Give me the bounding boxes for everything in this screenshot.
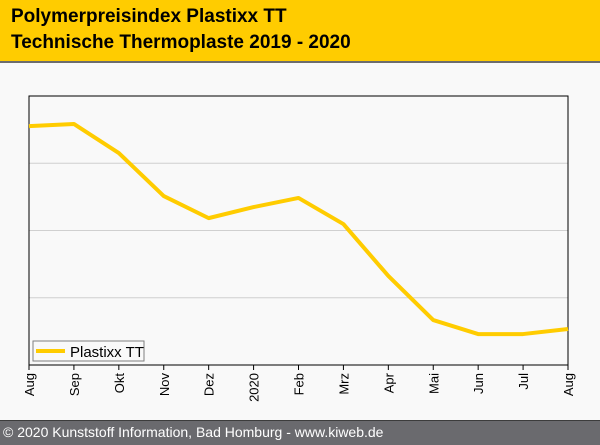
x-tick-label: Jun xyxy=(471,373,486,394)
x-tick-label: 2020 xyxy=(247,373,262,402)
copyright-text: © 2020 Kunststoff Information, Bad Hombu… xyxy=(3,424,383,440)
gridlines xyxy=(29,163,568,298)
legend: Plastixx TT xyxy=(33,341,144,361)
x-tick-label: Apr xyxy=(381,372,396,393)
series-line xyxy=(29,124,568,334)
x-tick-label: Okt xyxy=(112,373,127,394)
x-axis-labels: Aug Sep Okt Nov Dez 2020 Feb Mrz Apr Mai Jun Jul Aug xyxy=(22,372,576,402)
series-plastixx-tt xyxy=(29,124,568,334)
x-tick-label: Aug xyxy=(561,373,576,396)
x-tick-label: Jul xyxy=(516,373,531,390)
x-tick-label: Feb xyxy=(292,373,307,395)
x-tick-label: Dez xyxy=(202,373,217,396)
x-tick-label: Mai xyxy=(426,373,441,394)
x-tick-label: Nov xyxy=(157,373,172,397)
x-tick-label: Sep xyxy=(67,373,82,396)
x-axis-ticks xyxy=(29,365,568,370)
legend-label: Plastixx TT xyxy=(70,344,144,361)
x-tick-label: Mrz xyxy=(336,373,351,395)
footer: © 2020 Kunststoff Information, Bad Hombu… xyxy=(0,420,600,445)
x-tick-label: Aug xyxy=(22,373,37,396)
